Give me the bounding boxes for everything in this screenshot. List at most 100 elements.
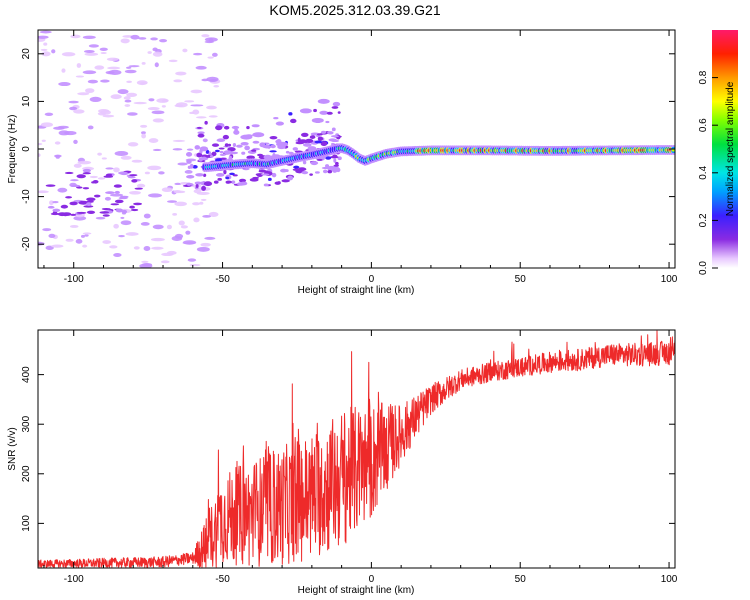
spectrogram-y-tick-label: -20 bbox=[21, 237, 32, 252]
spectrogram-noise-cell bbox=[100, 79, 110, 83]
spectrogram-noise-cell bbox=[52, 208, 61, 213]
page-title: KOM5.2025.312.03.39.G21 bbox=[269, 2, 441, 18]
spectrogram-noise-cell bbox=[104, 196, 111, 201]
spectrogram-noise-cell bbox=[131, 179, 138, 183]
spectrogram-noise-cell bbox=[76, 211, 87, 214]
spectrogram-noise-cell bbox=[159, 39, 168, 43]
spectrogram-noise-cell bbox=[109, 193, 124, 197]
spectrogram-cell bbox=[333, 158, 337, 163]
spectrogram-noise-cell bbox=[147, 51, 152, 54]
spectrogram-cell bbox=[263, 154, 272, 160]
spectrogram-noise-cell bbox=[68, 100, 79, 104]
spectrogram-noise-cell bbox=[184, 100, 195, 103]
spectrogram-cell bbox=[327, 131, 334, 135]
spectrogram-noise-cell bbox=[174, 182, 182, 186]
spectrogram-noise-cell bbox=[175, 71, 187, 76]
snr-frame bbox=[37, 329, 676, 569]
spectrogram-noise-cell bbox=[193, 189, 202, 194]
spectrogram-noise-cell bbox=[50, 212, 60, 216]
spectrogram-noise-cell bbox=[85, 88, 95, 94]
spectrogram-noise-cell bbox=[177, 162, 188, 166]
spectrogram-cell bbox=[197, 126, 202, 129]
spectrogram-noise-cell bbox=[141, 131, 146, 135]
spectrogram-noise-cell bbox=[172, 139, 186, 142]
spectrogram-noise-cell bbox=[192, 109, 200, 115]
spectrogram-cell bbox=[251, 124, 260, 128]
spectrogram-cell bbox=[232, 142, 237, 147]
spectrogram-cell bbox=[322, 169, 328, 174]
spectrogram-cell bbox=[244, 145, 250, 151]
spectrogram-noise-cell bbox=[148, 98, 155, 102]
spectrogram-cell bbox=[332, 168, 338, 173]
spectrogram-noise-cell bbox=[70, 34, 81, 39]
spectrogram-noise-cell bbox=[201, 78, 209, 82]
spectrogram-cell bbox=[203, 181, 213, 187]
spectrogram-cell bbox=[195, 173, 204, 177]
snr-y-tick-label: 300 bbox=[21, 415, 32, 432]
spectrogram-noise-cell bbox=[114, 199, 124, 204]
spectrogram-noise-cell bbox=[65, 238, 74, 242]
spectrogram-cell bbox=[215, 125, 223, 131]
spectrogram-noise-cell bbox=[42, 228, 52, 232]
spectrogram-noise-cell bbox=[192, 202, 201, 206]
colorbar-tick-label: 0.0 bbox=[698, 261, 709, 275]
spectrogram-cell bbox=[269, 150, 277, 153]
spectrogram-cell bbox=[331, 127, 336, 132]
spectrogram-noise-cell bbox=[39, 30, 52, 34]
spectrogram-noise-cell bbox=[52, 200, 59, 204]
colorbar: 0.0 0.2 0.4 0.6 0.8 Normalized spectral ampl… bbox=[698, 30, 738, 275]
spectrogram-cell bbox=[326, 111, 333, 115]
spectrogram-cell bbox=[309, 135, 316, 139]
spectrogram-noise-cell bbox=[129, 205, 135, 209]
spectrogram-cell bbox=[335, 161, 339, 166]
spectrogram-noise-cell bbox=[126, 80, 132, 84]
spectrogram-noise-cell bbox=[44, 112, 54, 116]
spectrogram-x-axis-label: Height of straight line (km) bbox=[298, 285, 415, 296]
spectrogram-noise-cell bbox=[110, 203, 120, 206]
spectrogram-noise-cell bbox=[190, 89, 203, 94]
snr-x-tick-label: 0 bbox=[369, 574, 375, 585]
spectrogram-noise-cell bbox=[200, 242, 211, 247]
spectrogram-y-tick-label: 10 bbox=[21, 95, 32, 107]
spectrogram-noise-cell bbox=[193, 52, 203, 56]
spectrogram-noise-cell bbox=[148, 138, 159, 143]
spectrogram-noise-cell bbox=[102, 214, 110, 217]
spectrogram-noise-cell bbox=[38, 35, 49, 39]
spectrogram-noise-cell bbox=[110, 94, 122, 100]
spectrogram-cell bbox=[293, 165, 300, 169]
spectrogram-noise-cell bbox=[184, 170, 193, 174]
spectrogram-noise-cell bbox=[49, 200, 54, 206]
spectrogram-noise-cell bbox=[87, 79, 99, 84]
spectrogram-noise-cell bbox=[133, 246, 140, 250]
spectrogram-cell bbox=[227, 147, 236, 152]
spectrogram-noise-cell bbox=[89, 96, 102, 103]
spectrogram-noise-cell bbox=[141, 61, 146, 65]
spectrogram-cell bbox=[240, 141, 249, 146]
spectrogram-cell bbox=[186, 174, 195, 179]
spectrogram-cell bbox=[211, 143, 220, 147]
snr-y-tick-label: 200 bbox=[21, 465, 32, 482]
spectrogram-cell bbox=[186, 182, 191, 186]
spectrogram-noise-cell bbox=[150, 37, 158, 41]
spectrogram-noise-cell bbox=[48, 233, 56, 239]
spectrogram-noise-cell bbox=[114, 190, 120, 194]
spectrogram-noise-cell bbox=[134, 187, 143, 190]
snr-x-tick-label: -100 bbox=[64, 574, 84, 585]
spectrogram-cell bbox=[317, 136, 324, 142]
spectrogram-noise-cell bbox=[121, 209, 128, 214]
spectrogram-noise-cell bbox=[113, 184, 122, 188]
spectrogram-cell bbox=[320, 141, 328, 147]
spectrogram-cell bbox=[314, 140, 323, 144]
spectrogram-noise-cell bbox=[75, 75, 85, 78]
spectrogram-cell bbox=[320, 130, 327, 134]
spectrogram-x-tick-label: 0 bbox=[369, 274, 375, 285]
spectrogram-noise-cell bbox=[70, 184, 81, 188]
spectrogram-cell bbox=[337, 111, 341, 114]
spectrogram-noise-cell bbox=[182, 48, 188, 53]
spectrogram-cell bbox=[258, 169, 267, 173]
spectrogram-cell bbox=[313, 108, 317, 113]
spectrogram-blob bbox=[299, 108, 312, 114]
spectrogram-y-tick-label: 20 bbox=[21, 48, 32, 60]
spectrogram-cell bbox=[222, 134, 229, 140]
